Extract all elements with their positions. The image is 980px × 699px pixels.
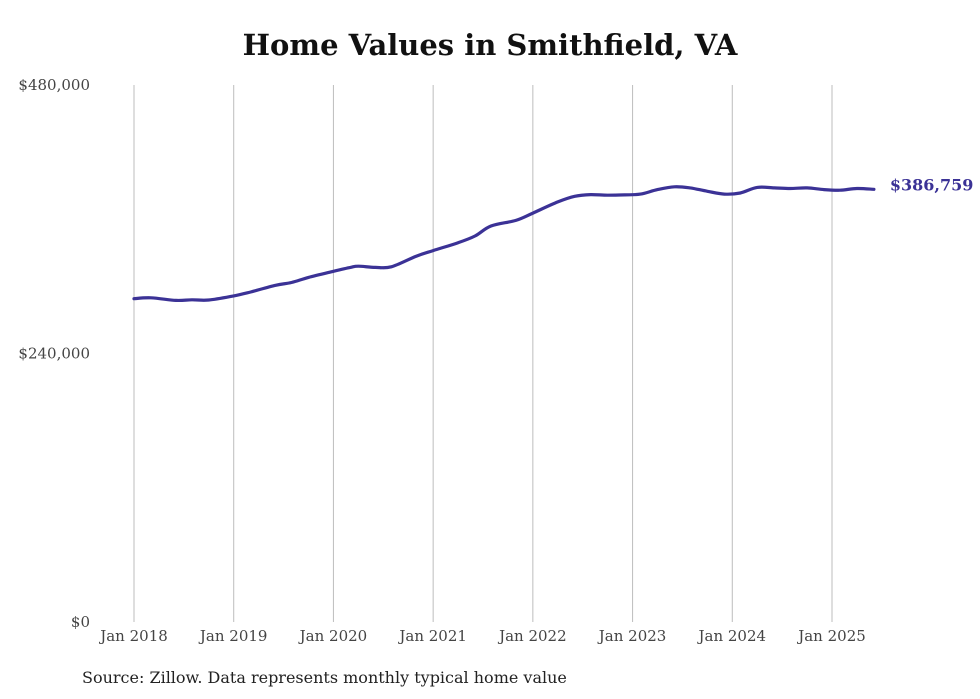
chart-title: Home Values in Smithfield, VA xyxy=(242,28,738,62)
x-tick-label: Jan 2023 xyxy=(597,627,667,645)
end-value-label: $386,759 xyxy=(890,175,974,194)
x-tick-label: Jan 2018 xyxy=(98,627,168,645)
x-tick-label: Jan 2024 xyxy=(697,627,767,645)
y-axis-ticks: $0 $240,000 $480,000 xyxy=(18,76,90,631)
x-tick-label: Jan 2020 xyxy=(298,627,368,645)
source-note: Source: Zillow. Data represents monthly … xyxy=(82,668,567,687)
x-axis-ticks: Jan 2018 Jan 2019 Jan 2020 Jan 2021 Jan 2022… xyxy=(98,627,866,645)
y-tick-label: $0 xyxy=(71,613,90,631)
x-tick-label: Jan 2021 xyxy=(397,627,467,645)
x-tick-label: Jan 2022 xyxy=(497,627,567,645)
gridlines xyxy=(133,85,833,622)
x-tick-label: Jan 2019 xyxy=(198,627,268,645)
series-line xyxy=(132,185,876,303)
series-layer: $386,759 xyxy=(132,175,974,303)
y-tick-label: $240,000 xyxy=(18,345,90,363)
x-tick-label: Jan 2025 xyxy=(796,627,866,645)
y-tick-label: $480,000 xyxy=(18,76,90,94)
